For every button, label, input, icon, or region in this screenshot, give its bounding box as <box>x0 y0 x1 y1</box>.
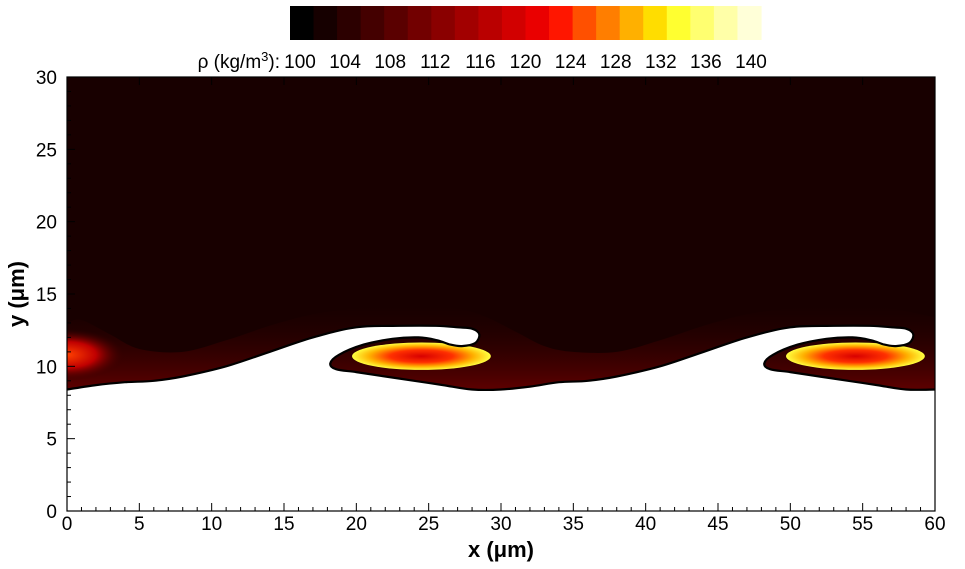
colorbar-swatch <box>737 6 762 40</box>
colorbar-tick-label: 124 <box>555 52 587 73</box>
x-tick-label: 35 <box>563 514 584 535</box>
colorbar-tick-label: 116 <box>465 52 495 73</box>
x-tick-label: 60 <box>924 514 945 535</box>
x-tick-label: 55 <box>852 514 873 535</box>
x-tick-label: 15 <box>273 514 294 535</box>
colorbar-swatch <box>572 6 597 40</box>
x-tick-label: 45 <box>707 514 728 535</box>
x-tick-label: 20 <box>346 514 367 535</box>
x-tick-label: 40 <box>635 514 656 535</box>
colorbar-tick-label: 108 <box>374 52 406 73</box>
y-axis-ticks: 0 5 10 15 20 25 30 <box>36 68 75 523</box>
colorbar-swatches <box>290 6 762 40</box>
colorbar-tick-label: 100 <box>284 52 316 73</box>
colorbar-swatch <box>596 6 621 40</box>
colorbar-swatch <box>313 6 338 40</box>
x-tick-label: 25 <box>418 514 439 535</box>
colorbar-title-suffix: ): <box>268 52 280 73</box>
colorbar-swatch <box>643 6 668 40</box>
colorbar-swatch <box>431 6 456 40</box>
y-tick-label: 25 <box>36 140 57 161</box>
x-axis-ticks: 0 5 10 15 20 25 30 35 40 45 50 55 60 <box>62 77 946 535</box>
colorbar-tick-label: 112 <box>420 52 450 73</box>
colorbar-swatch <box>690 6 715 40</box>
colorbar-tick-label: 136 <box>690 52 722 73</box>
y-axis-title: y (μm) <box>4 261 29 327</box>
colorbar-swatch <box>525 6 550 40</box>
plot-area <box>67 77 935 511</box>
liquid-region <box>67 325 935 511</box>
colorbar: ρ (kg/m3): 100 104 108 112 116 120 124 128 132 13… <box>198 6 767 73</box>
colorbar-swatch <box>337 6 362 40</box>
colorbar-tick-label: 128 <box>600 52 632 73</box>
x-tick-label: 10 <box>201 514 222 535</box>
colorbar-swatch <box>619 6 644 40</box>
y-tick-label: 10 <box>36 357 57 378</box>
colorbar-swatch <box>290 6 315 40</box>
x-axis-title: x (μm) <box>468 537 534 562</box>
x-tick-label: 50 <box>780 514 801 535</box>
colorbar-title-prefix: ρ (kg/m <box>198 52 262 73</box>
colorbar-swatch <box>549 6 574 40</box>
colorbar-swatch <box>360 6 385 40</box>
colorbar-tick-label: 120 <box>510 52 542 73</box>
colorbar-swatch <box>713 6 739 40</box>
colorbar-title: ρ (kg/m3): <box>198 49 280 73</box>
colorbar-swatch <box>666 6 691 40</box>
y-tick-label: 0 <box>46 502 57 523</box>
vortex-core-1 <box>352 342 491 370</box>
y-tick-label: 20 <box>36 213 57 234</box>
y-tick-label: 5 <box>46 430 57 451</box>
vortex-core-2 <box>786 342 925 370</box>
x-tick-label: 0 <box>62 514 73 535</box>
y-tick-label: 30 <box>36 68 57 89</box>
x-tick-label: 5 <box>134 514 145 535</box>
colorbar-title-sup: 3 <box>261 49 268 64</box>
colorbar-swatch <box>384 6 409 40</box>
colorbar-tick-label: 104 <box>329 52 361 73</box>
colorbar-tick-label: 140 <box>735 52 767 73</box>
colorbar-swatch <box>478 6 503 40</box>
colorbar-swatch <box>407 6 432 40</box>
x-tick-label: 30 <box>490 514 511 535</box>
left-edge-glow <box>67 328 125 381</box>
colorbar-tick-labels: 100 104 108 112 116 120 124 128 132 136 140 <box>284 52 767 73</box>
colorbar-swatch <box>454 6 479 40</box>
y-tick-label: 15 <box>36 285 57 306</box>
vortex-cores <box>352 342 925 370</box>
colorbar-tick-label: 132 <box>645 52 677 73</box>
colorbar-swatch <box>501 6 527 40</box>
interface-contour-line <box>67 324 935 392</box>
